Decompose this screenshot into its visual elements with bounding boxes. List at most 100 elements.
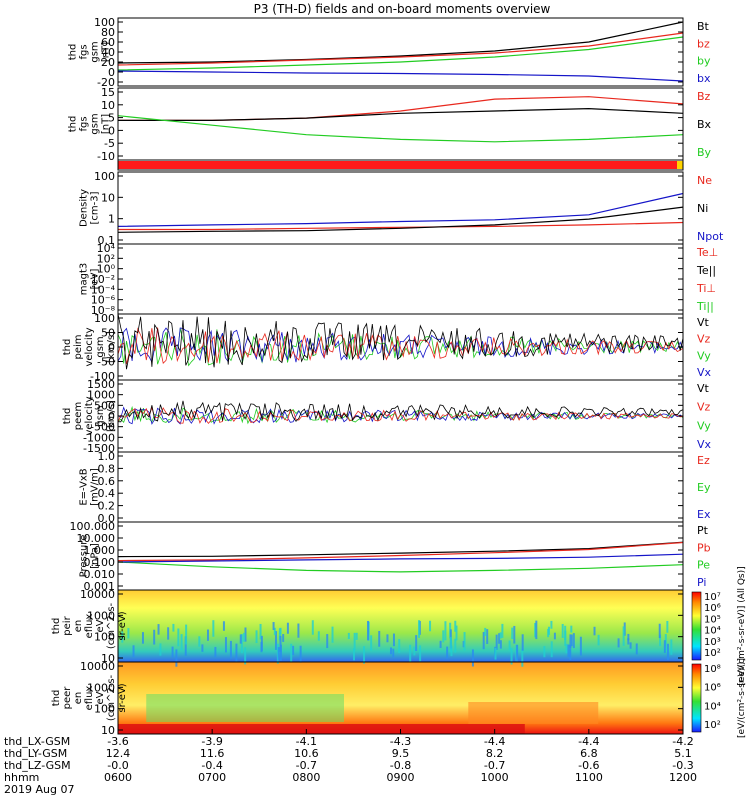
spec-speckle: [185, 624, 188, 645]
xaxis-value: 9.5: [392, 747, 410, 760]
legend-fgs_total-3: bx: [697, 72, 711, 85]
colorbar2-label: 10⁶: [704, 683, 721, 694]
colorbar1-label: 10⁷: [704, 592, 721, 603]
spec-speckle: [597, 634, 600, 646]
ytick-label: 1000: [87, 389, 115, 402]
panel-fgs_total: [118, 18, 683, 86]
ylabel-line: fgs: [79, 116, 90, 131]
spec-speckle: [516, 644, 519, 662]
ytick-label: 0.2: [98, 500, 116, 513]
ytick-label: -1000: [83, 431, 115, 444]
xaxis-value: 12.4: [106, 747, 131, 760]
spec-speckle: [471, 649, 474, 667]
spec-speckle: [572, 633, 575, 649]
ylabel-peir_spec: thdpeirenefluxeV(cm^2-s-sr-eV): [51, 602, 128, 649]
spec-speckle: [272, 622, 275, 631]
spec-speckle: [635, 643, 638, 655]
spec-speckle: [277, 647, 280, 663]
xaxis-row-label: thd_LY-GSM: [4, 747, 67, 760]
spec-speckle: [177, 628, 180, 647]
ylabel-line: [mV/m]: [90, 468, 101, 506]
spec-speckle: [184, 636, 187, 656]
spec-speckle: [239, 634, 242, 644]
xaxis-value: 1100: [575, 771, 603, 784]
spec-speckle: [617, 638, 620, 648]
ytick-label: 10²: [97, 252, 115, 265]
legend-temperature-0: Te⊥: [696, 246, 718, 259]
colorbar1-label: 10³: [704, 637, 721, 648]
spec-speckle: [429, 620, 432, 632]
ytick-label: 1000: [87, 681, 115, 694]
ytick-label: 0.6: [98, 475, 116, 488]
spec-speckle: [439, 640, 442, 648]
spec-speckle: [567, 644, 570, 657]
ylabel-line: magt3: [79, 263, 90, 296]
ylabel-line: gsm: [90, 41, 101, 62]
spec-speckle: [355, 632, 358, 640]
spec-speckle: [392, 633, 395, 647]
ytick-label: 10: [101, 99, 115, 112]
spec-speckle: [547, 628, 550, 638]
spec-speckle: [622, 626, 625, 646]
ytick-label: -500: [90, 421, 115, 434]
spec-speckle: [132, 645, 135, 658]
panel-borders: [117, 17, 684, 735]
ytick-label: 10000: [80, 588, 115, 601]
spec-speckle: [279, 627, 282, 635]
ylabel-line: thd: [68, 116, 79, 133]
spec-speckle: [409, 644, 412, 662]
legend-fgs_total-1: bz: [697, 37, 710, 50]
legend-fgs_detail-2: By: [697, 146, 712, 159]
ytick-label: 20: [101, 56, 115, 69]
legend-fgs_detail-0: Bz: [697, 90, 711, 103]
ytick-label: 40: [101, 46, 115, 59]
colorbar2-label: 10⁸: [704, 664, 721, 675]
ylabel-line: E=-VxB: [79, 468, 90, 505]
spec-speckle: [570, 634, 573, 647]
spec-speckle: [386, 634, 389, 643]
spectrogram-fills: [118, 161, 683, 734]
xaxis-value: 0800: [292, 771, 320, 784]
velocity-noise-5-red: [117, 327, 684, 365]
colorbar1-label: 10⁴: [704, 626, 721, 637]
xaxis-value: 1200: [669, 771, 697, 784]
spec-speckle: [222, 621, 225, 631]
ylabel-line: en: [73, 620, 84, 633]
spec-speckle: [212, 620, 215, 637]
spec-speckle: [561, 623, 564, 638]
legend-pressure-2: Pe: [697, 559, 710, 572]
ylabel-fgs_detail: thdfgsgsm[nT]: [68, 113, 112, 134]
xaxis-value: -4.1: [296, 735, 317, 748]
legend-density-0: Ne: [697, 174, 712, 187]
spec-speckle: [353, 648, 356, 661]
spec-red-base: [118, 724, 525, 734]
spec-speckle: [454, 638, 457, 653]
spec-speckle: [463, 632, 466, 651]
spec-speckle: [317, 631, 320, 641]
panel-density: [118, 172, 683, 244]
spec-speckle: [494, 647, 497, 660]
spec-speckle: [446, 646, 449, 659]
trace-fgs_total-by: [117, 36, 684, 71]
ylabel-line: velocity: [84, 327, 95, 366]
mode-bar-fill: [118, 161, 683, 169]
ylabel-line: eflux: [84, 686, 95, 711]
spec-speckle: [511, 627, 514, 639]
ytick-label: 100: [94, 170, 115, 183]
ylabel-peim_velocity: thdpeimvelocitygsm[km/s]: [62, 327, 117, 366]
panel-efield: [118, 452, 683, 522]
spec-speckle: [153, 629, 156, 645]
xaxis-value: -0.8: [390, 759, 411, 772]
figure-title: P3 (TH-D) fields and on-board moments ov…: [254, 2, 551, 16]
ylabel-line: [km/s]: [106, 331, 117, 363]
panel-legends: Bt bz by bx Bz Bx By Ne Ni Npot Te⊥ Te|| Ti⊥ Ti|| Vt Vz…: [696, 20, 724, 589]
velocity-noise-6-blue: [117, 406, 684, 425]
ylabel-line: Pressure: [79, 535, 90, 578]
spec-speckle: [444, 621, 447, 641]
ytick-label: -5: [104, 137, 115, 150]
xaxis-row-label: thd_LX-GSM: [4, 735, 70, 748]
spec-speckle: [259, 623, 262, 640]
y-axis-labels: thdfgsgsm[nT]thdfgsgsm[nT]Density[cm-3]m…: [51, 41, 128, 721]
